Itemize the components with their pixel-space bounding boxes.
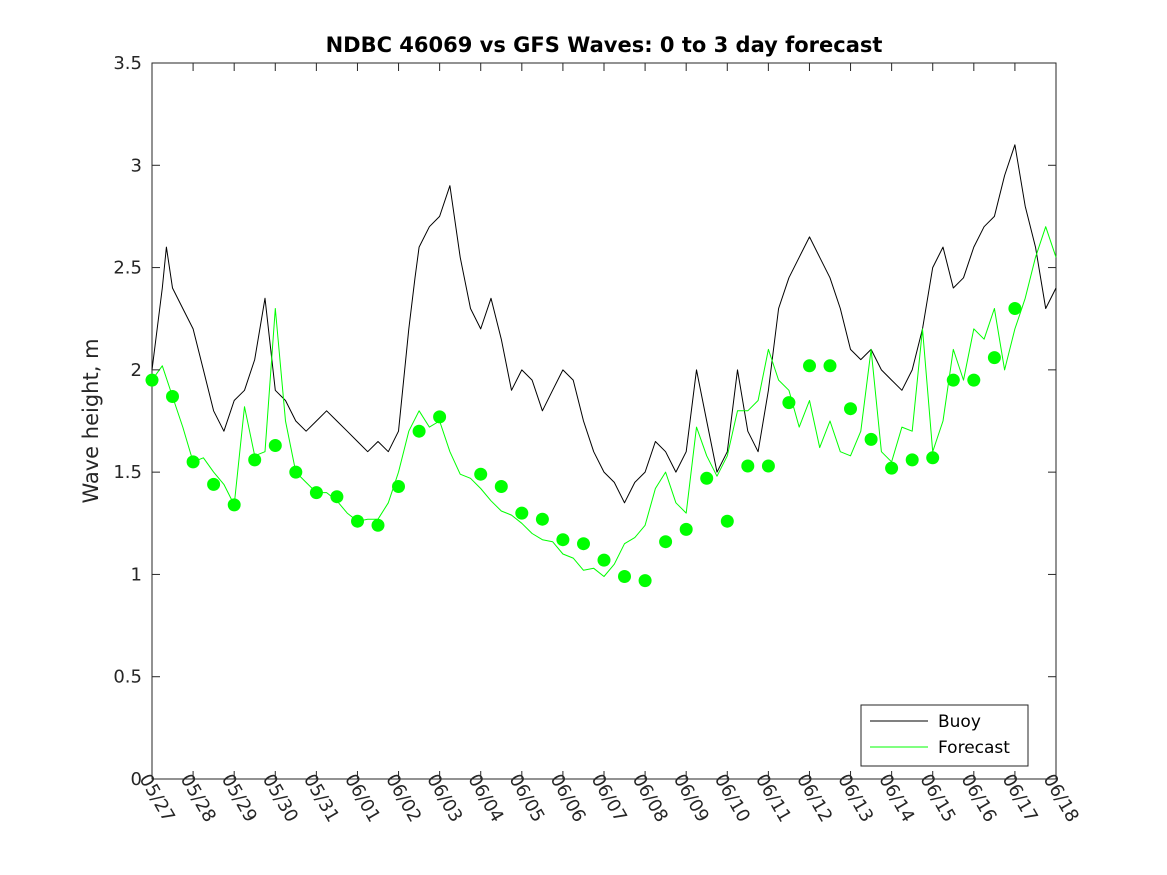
forecast-marker — [700, 471, 714, 485]
y-tick-label: 1.5 — [113, 462, 142, 483]
forecast-marker — [268, 439, 282, 452]
forecast-marker — [638, 574, 652, 588]
forecast-series-line — [151, 226, 1057, 577]
forecast-marker — [412, 424, 426, 438]
forecast-marker — [556, 533, 570, 547]
y-tick-label: 1 — [131, 564, 142, 585]
forecast-marker — [967, 373, 981, 387]
forecast-marker — [885, 461, 899, 475]
forecast-marker — [1008, 302, 1022, 315]
forecast-marker — [535, 512, 549, 526]
legend-forecast-label: Forecast — [938, 738, 1010, 758]
forecast-marker — [679, 522, 693, 536]
forecast-marker — [659, 535, 673, 549]
forecast-marker — [392, 480, 405, 493]
legend: Buoy Forecast — [860, 704, 1029, 767]
forecast-marker — [207, 477, 221, 491]
forecast-marker — [577, 537, 590, 551]
y-tick-label: 2 — [131, 360, 142, 381]
plot-frame — [151, 62, 1057, 780]
forecast-marker — [905, 453, 919, 467]
forecast-marker — [823, 359, 837, 373]
forecast-marker — [371, 518, 385, 532]
forecast-marker — [987, 351, 1001, 365]
forecast-marker — [618, 570, 631, 583]
y-tick-label: 3 — [131, 155, 142, 176]
forecast-marker — [782, 396, 796, 410]
forecast-marker — [330, 490, 344, 504]
legend-buoy-label: Buoy — [938, 712, 981, 732]
forecast-marker — [741, 459, 755, 473]
plot-area — [145, 144, 1057, 588]
forecast-marker — [145, 373, 159, 387]
forecast-marker — [248, 453, 262, 467]
forecast-marker — [433, 410, 447, 424]
forecast-marker — [289, 465, 303, 479]
forecast-marker — [309, 486, 323, 500]
y-tick-label: 0.5 — [113, 667, 142, 688]
forecast-marker — [597, 553, 611, 567]
buoy-series-line — [151, 144, 1057, 504]
y-tick-label: 0 — [131, 769, 142, 790]
forecast-marker — [186, 455, 200, 469]
y-axis-label: Wave height, m — [79, 338, 103, 503]
forecast-marker — [227, 498, 241, 512]
forecast-marker — [761, 459, 775, 473]
forecast-marker — [720, 514, 734, 528]
forecast-marker — [926, 451, 940, 465]
forecast-marker — [844, 402, 857, 416]
forecast-marker — [864, 432, 878, 446]
forecast-marker — [166, 390, 179, 403]
forecast-marker — [351, 514, 364, 528]
forecast-marker — [515, 506, 529, 520]
legend-box — [860, 704, 1029, 767]
forecast-marker — [803, 359, 816, 373]
chart-title: NDBC 46069 vs GFS Waves: 0 to 3 day fore… — [326, 33, 883, 57]
y-tick-label: 2.5 — [113, 258, 142, 279]
forecast-marker — [474, 467, 488, 481]
forecast-marker — [946, 373, 960, 387]
y-tick-label: 3.5 — [113, 53, 142, 74]
forecast-marker — [494, 480, 508, 493]
